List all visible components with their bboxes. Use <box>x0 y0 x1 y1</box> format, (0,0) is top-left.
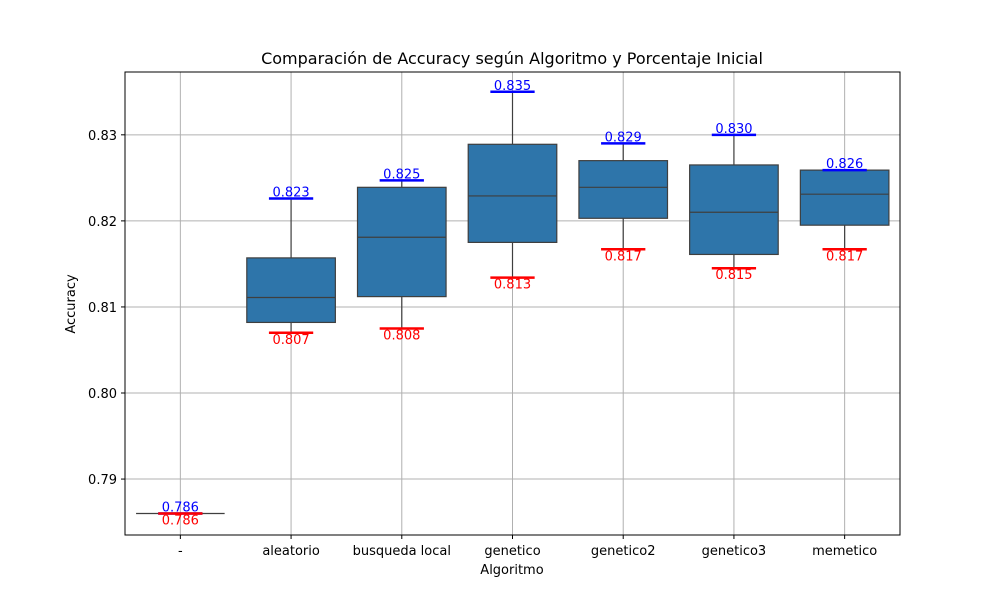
min-label: 0.807 <box>272 333 309 348</box>
min-label: 0.815 <box>715 268 752 283</box>
max-label: 0.830 <box>715 122 752 137</box>
x-tick-label: - <box>178 544 183 559</box>
min-label: 0.808 <box>383 328 420 343</box>
max-label: 0.829 <box>605 130 642 145</box>
boxes <box>136 91 890 515</box>
box <box>467 143 558 243</box>
max-label: 0.826 <box>826 157 863 172</box>
ticks: 0.79 0.80 0.81 0.82 0.83 - aleatorio busqueda l… <box>88 129 877 559</box>
min-label: 0.813 <box>494 278 531 293</box>
y-tick-label: 0.80 <box>88 387 117 402</box>
y-tick-label: 0.79 <box>88 473 117 488</box>
chart-title: Comparación de Accuracy según Algoritmo … <box>261 49 763 68</box>
max-label: 0.825 <box>383 167 420 182</box>
box <box>799 169 890 226</box>
y-tick-label: 0.82 <box>88 215 117 230</box>
x-tick-label: genetico2 <box>591 544 656 559</box>
y-axis-label: Accuracy <box>64 274 79 334</box>
max-label: 0.786 <box>162 500 199 515</box>
max-label: 0.823 <box>272 186 309 201</box>
max-label: 0.835 <box>494 79 531 94</box>
x-tick-label: aleatorio <box>262 544 320 559</box>
x-axis-label: Algoritmo <box>480 563 543 578</box>
box <box>356 186 447 298</box>
x-tick-label: genetico3 <box>702 544 767 559</box>
x-tick-label: memetico <box>812 544 877 559</box>
box <box>246 257 336 324</box>
min-label: 0.817 <box>605 249 642 264</box>
y-tick-label: 0.81 <box>88 301 117 316</box>
x-tick-label: genetico <box>484 544 540 559</box>
min-label: 0.786 <box>162 513 199 528</box>
x-tick-label: busqueda local <box>353 544 451 559</box>
box <box>689 164 779 256</box>
y-tick-label: 0.83 <box>88 129 117 144</box>
min-label: 0.817 <box>826 249 863 264</box>
box <box>578 160 669 219</box>
